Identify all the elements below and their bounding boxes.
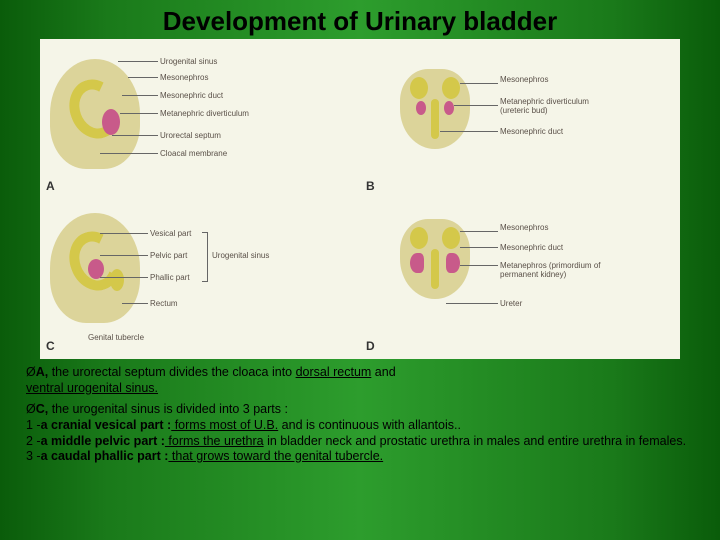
diagram-area: Urogenital sinus Mesonephros Mesonephric… (40, 39, 680, 359)
panel-b: Mesonephros Metanephric diverticulum (ur… (360, 39, 680, 199)
label-d-0: Mesonephros (500, 223, 548, 232)
label-a-0: Urogenital sinus (160, 57, 217, 66)
bullet-a-u2: ventral urogenital sinus. (26, 381, 158, 395)
c1-u: forms most of U.B. (171, 418, 278, 432)
text-block: ØA, the urorectal septum divides the clo… (0, 365, 720, 465)
tube-d (431, 249, 439, 289)
vesical-c (88, 259, 104, 279)
label-a-5: Cloacal membrane (160, 149, 227, 158)
c2-rest: in bladder neck and prostatic urethra in… (264, 434, 686, 448)
pointer (440, 131, 498, 132)
label-d-1: Mesonephric duct (500, 243, 563, 252)
kidney-l (410, 253, 424, 273)
meso-r-d (442, 227, 460, 249)
panel-letter-a: A (46, 179, 55, 193)
label-d-3: Ureter (500, 299, 522, 308)
pointer (122, 303, 148, 304)
pointer (112, 135, 158, 136)
pointer (460, 247, 498, 248)
diverticulum-l (416, 101, 426, 115)
panel-a: Urogenital sinus Mesonephros Mesonephric… (40, 39, 360, 199)
bullet-c-intro: ØC, the urogenital sinus is divided into… (26, 402, 694, 418)
meso-r (442, 77, 460, 99)
bullet-c-lead: C, (36, 402, 49, 416)
pointer (454, 105, 498, 106)
label-c-4: Rectum (150, 299, 178, 308)
blob-a (102, 109, 120, 135)
label-c-3: Urogenital sinus (212, 251, 269, 260)
label-c-1: Pelvic part (150, 251, 187, 260)
c2-u: forms the urethra (165, 434, 264, 448)
bullet-c-2: 2 -a middle pelvic part : forms the uret… (26, 434, 694, 450)
meso-l (410, 77, 428, 99)
c2-pre: 2 - (26, 434, 41, 448)
meso-l-d (410, 227, 428, 249)
pointer (100, 255, 148, 256)
label-b-2: Mesonephric duct (500, 127, 563, 136)
label-b-1: Metanephric diverticulum (ureteric bud) (500, 97, 620, 115)
pointer (100, 233, 148, 234)
pointer (122, 95, 158, 96)
label-a-3: Metanephric diverticulum (160, 109, 249, 118)
bullet-c-3: 3 -a caudal phallic part : that grows to… (26, 449, 694, 465)
panel-letter-c: C (46, 339, 55, 353)
label-a-1: Mesonephros (160, 73, 208, 82)
pointer (100, 277, 148, 278)
panel-letter-b: B (366, 179, 375, 193)
label-a-4: Urorectal septum (160, 131, 221, 140)
rectum-c (110, 269, 124, 291)
c3-rest: that grows toward the genital tubercle. (168, 449, 383, 463)
panel-letter-d: D (366, 339, 375, 353)
c1-bold: a cranial vesical part : (41, 418, 172, 432)
pointer (446, 303, 498, 304)
c2-bold: a middle pelvic part : (41, 434, 165, 448)
slide-title: Development of Urinary bladder (0, 0, 720, 39)
c1-pre: 1 - (26, 418, 41, 432)
c3-bold: a caudal phallic part : (41, 449, 169, 463)
c3-pre: 3 - (26, 449, 41, 463)
pointer (118, 61, 158, 62)
pointer (120, 113, 158, 114)
pointer (460, 83, 498, 84)
bracket-c (202, 232, 208, 282)
label-c-0: Vesical part (150, 229, 191, 238)
pointer (460, 231, 498, 232)
diverticulum-r (444, 101, 454, 115)
pointer (128, 77, 158, 78)
label-a-2: Mesonephric duct (160, 91, 223, 100)
pointer (460, 265, 498, 266)
bullet-a-lead: A, (36, 365, 49, 379)
bullet-a-u1: dorsal rectum (296, 365, 372, 379)
kidney-r (446, 253, 460, 273)
label-d-2: Metanephros (primordium of permanent kid… (500, 261, 630, 279)
bullet-c-rest: the urogenital sinus is divided into 3 p… (48, 402, 288, 416)
pointer (100, 153, 158, 154)
label-c-5: Genital tubercle (88, 333, 144, 342)
label-c-2: Phallic part (150, 273, 190, 282)
panel-d: Mesonephros Mesonephric duct Metanephros… (360, 199, 680, 359)
bullet-c-1: 1 -a cranial vesical part : forms most o… (26, 418, 694, 434)
c1-rest: and is continuous with allantois.. (278, 418, 461, 432)
bullet-a: ØA, the urorectal septum divides the clo… (26, 365, 694, 396)
label-b-0: Mesonephros (500, 75, 548, 84)
bullet-a-rest: the urorectal septum divides the cloaca … (48, 365, 295, 379)
bullet-a-mid: and (371, 365, 395, 379)
panel-c: Vesical part Pelvic part Phallic part Ur… (40, 199, 360, 359)
tube-b (431, 99, 439, 139)
